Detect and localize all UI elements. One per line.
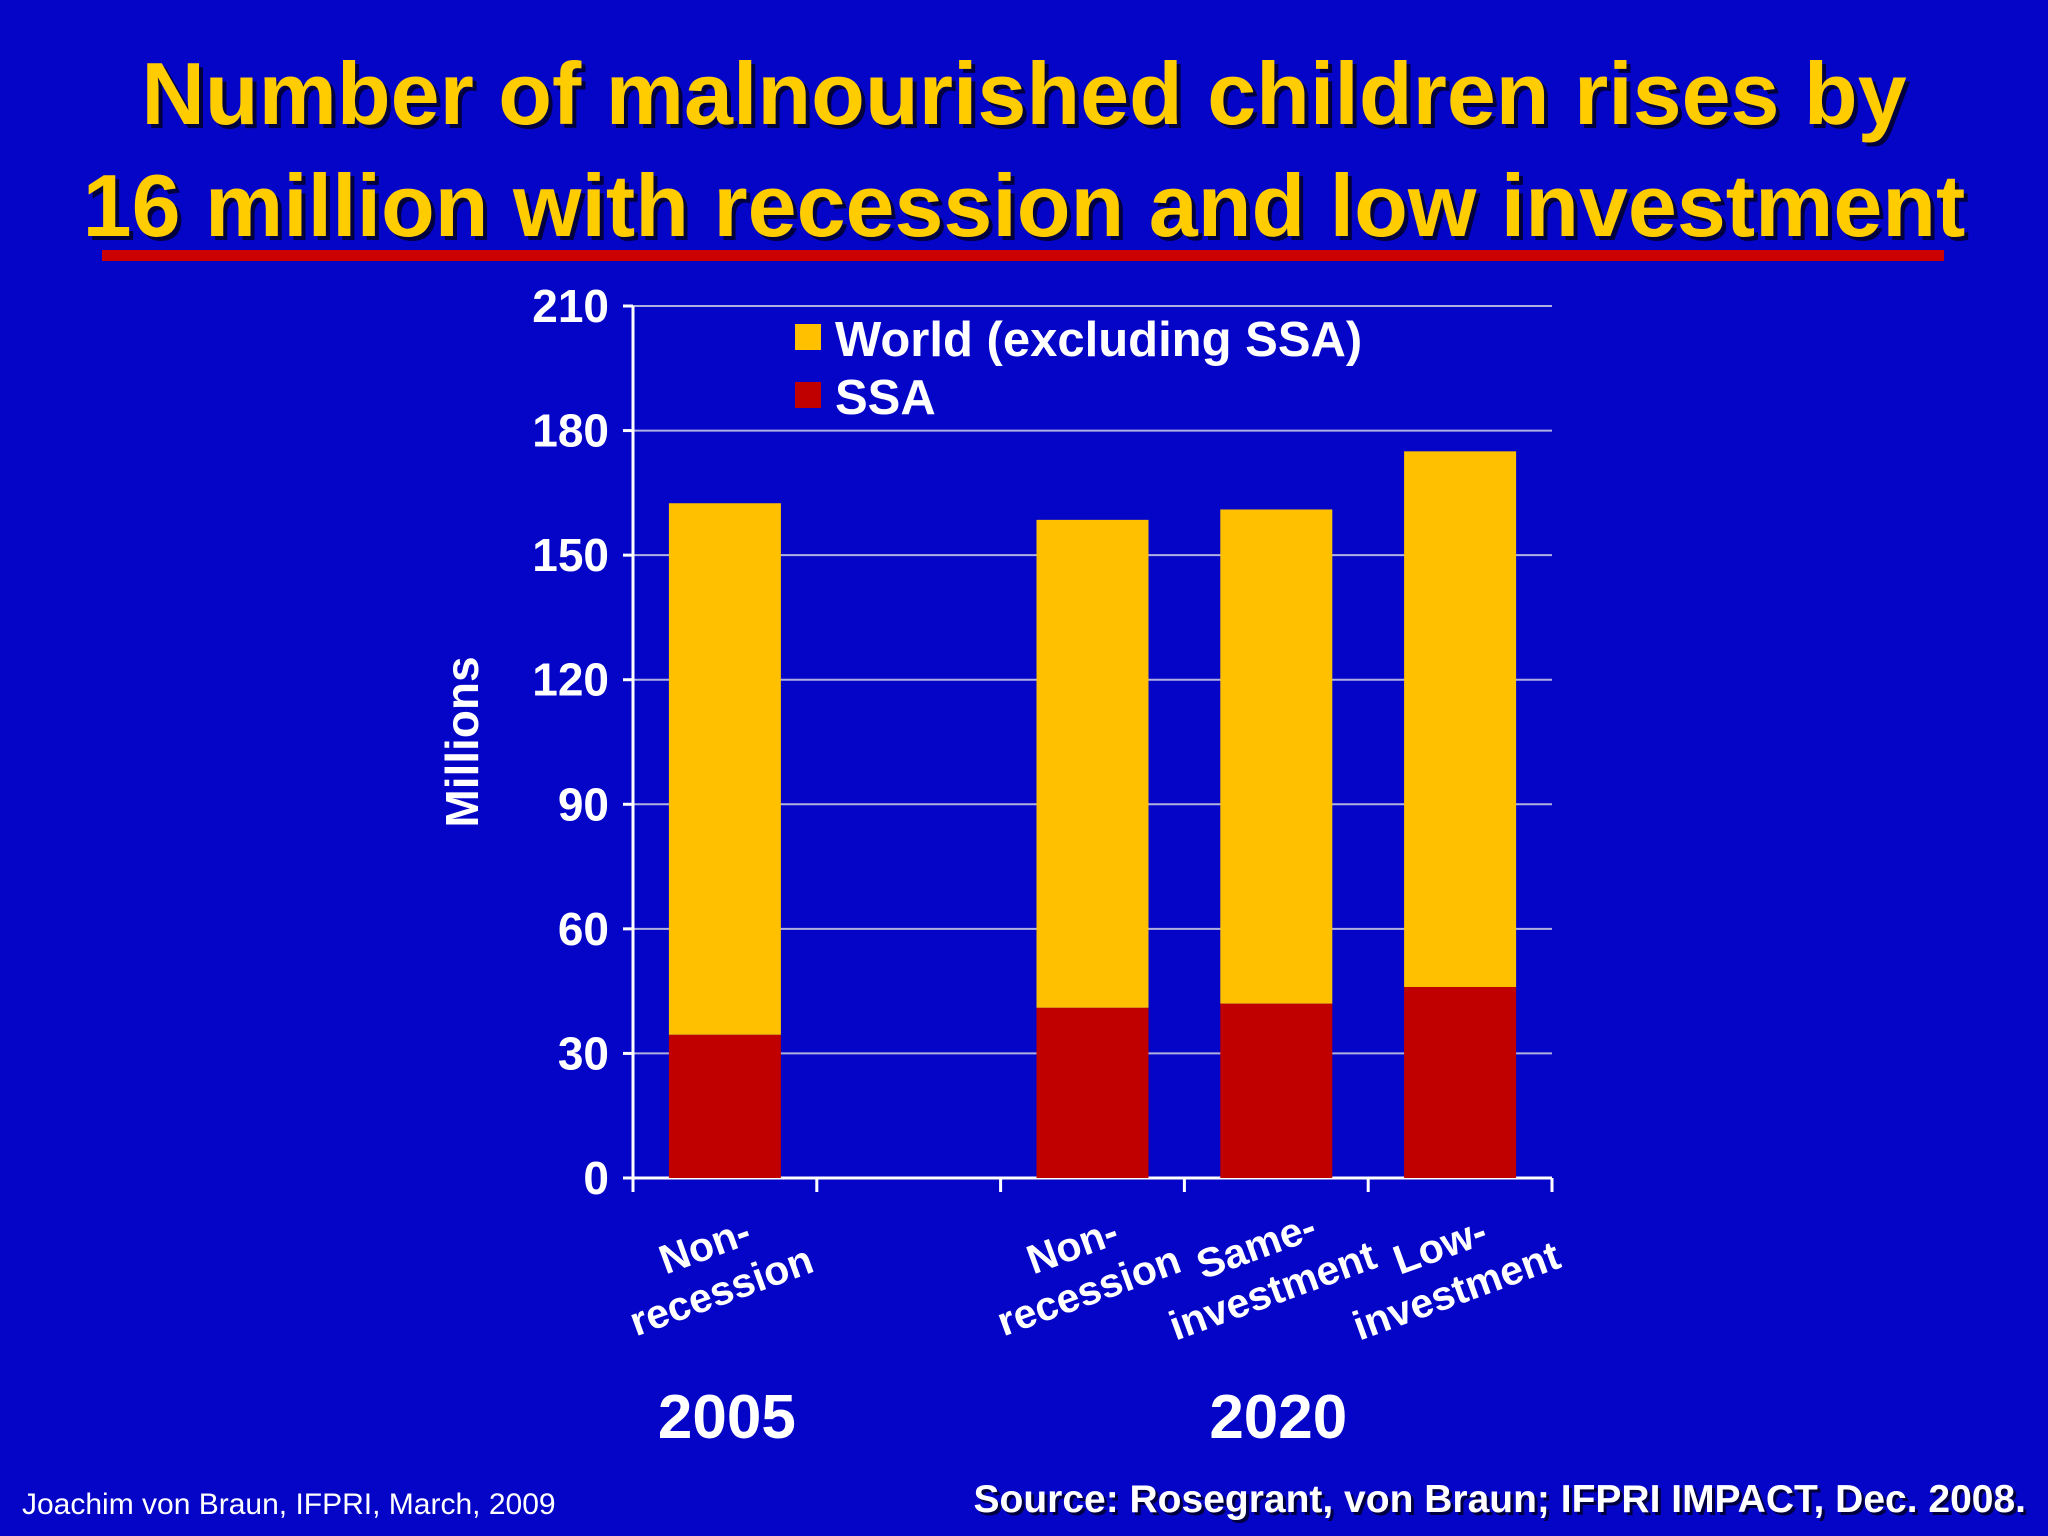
x-category-label: Non-recession xyxy=(623,1208,819,1345)
author-credit: Joachim von Braun, IFPRI, March, 2009 xyxy=(22,1488,556,1521)
y-tick-label: 180 xyxy=(532,405,609,457)
bar-ssa xyxy=(668,1034,781,1178)
y-tick-label: 210 xyxy=(532,280,609,332)
y-tick-label: 60 xyxy=(558,903,609,955)
bar-world xyxy=(1404,451,1517,987)
title-line-1: Number of malnourished children rises by xyxy=(141,44,1907,143)
legend-label: World (excluding SSA) xyxy=(835,313,1362,367)
group-label: 2005 xyxy=(658,1383,796,1452)
bar-world xyxy=(1220,509,1333,1004)
source-note: Source: Rosegrant, von Braun; IFPRI IMPA… xyxy=(973,1478,2026,1521)
y-tick-label: 0 xyxy=(583,1152,609,1204)
x-category-label: Non-recession xyxy=(991,1208,1187,1345)
title-line-2: 16 million with recession and low invest… xyxy=(82,156,1966,255)
y-axis-title: Millions xyxy=(436,656,488,827)
y-tick-label: 90 xyxy=(558,778,609,830)
group-label: 2020 xyxy=(1209,1383,1347,1452)
legend-swatch xyxy=(795,324,821,350)
bar-ssa xyxy=(1220,1003,1333,1178)
title-underline xyxy=(102,250,1944,261)
bar-world xyxy=(1036,519,1149,1008)
legend-label: SSA xyxy=(835,371,936,425)
bar-ssa xyxy=(1404,986,1517,1178)
bar-world xyxy=(668,503,781,1035)
slide-title: Number of malnourished children rises by… xyxy=(0,38,2048,262)
legend-swatch xyxy=(795,382,821,408)
bar-ssa xyxy=(1036,1007,1149,1178)
y-tick-label: 150 xyxy=(532,529,609,581)
y-tick-label: 120 xyxy=(532,654,609,706)
y-tick-label: 30 xyxy=(558,1027,609,1079)
